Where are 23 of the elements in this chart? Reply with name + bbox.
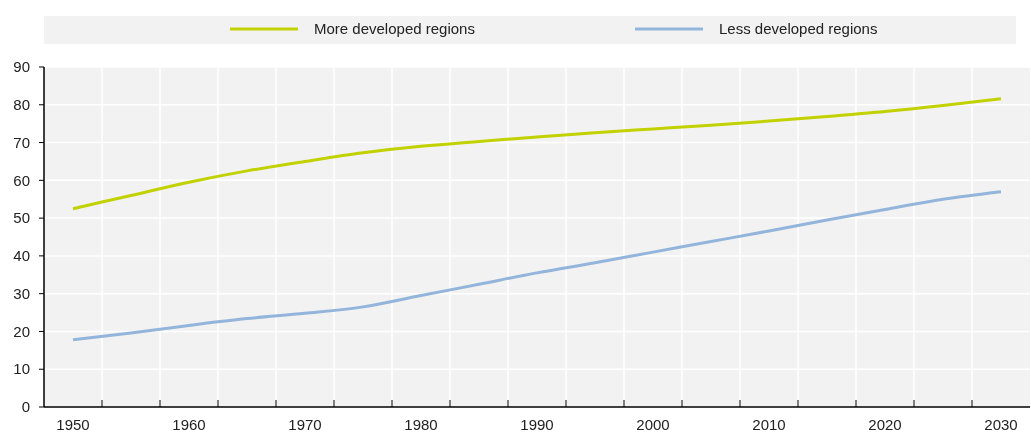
- y-tick-label: 30: [13, 284, 30, 302]
- line-series: [71, 97, 1003, 211]
- x-tick-label: 1960: [172, 416, 206, 433]
- line-series: [71, 190, 1003, 342]
- legend-label: More developed regions: [314, 20, 475, 38]
- x-tick-label: 1970: [288, 416, 322, 433]
- x-tick-label: 2020: [868, 416, 902, 433]
- y-tick-label: 80: [13, 96, 30, 114]
- y-tick-label: 40: [13, 247, 30, 265]
- x-tick-label: 2010: [752, 416, 786, 433]
- x-tick-label: 2030: [984, 416, 1018, 433]
- y-tick-label: 10: [13, 360, 30, 378]
- y-tick-label: 70: [13, 133, 30, 151]
- x-tick-label: 1950: [56, 416, 90, 433]
- x-tick-label: 2000: [636, 416, 670, 433]
- x-tick-label: 1990: [520, 416, 554, 433]
- y-tick-label: 20: [13, 322, 30, 340]
- x-tick-label: 1980: [404, 416, 438, 433]
- legend-label: Less developed regions: [719, 20, 878, 38]
- y-tick-label: 50: [13, 209, 30, 227]
- y-tick-label: 60: [13, 171, 30, 189]
- y-tick-label: 90: [13, 58, 30, 76]
- y-tick-label: 0: [21, 398, 30, 416]
